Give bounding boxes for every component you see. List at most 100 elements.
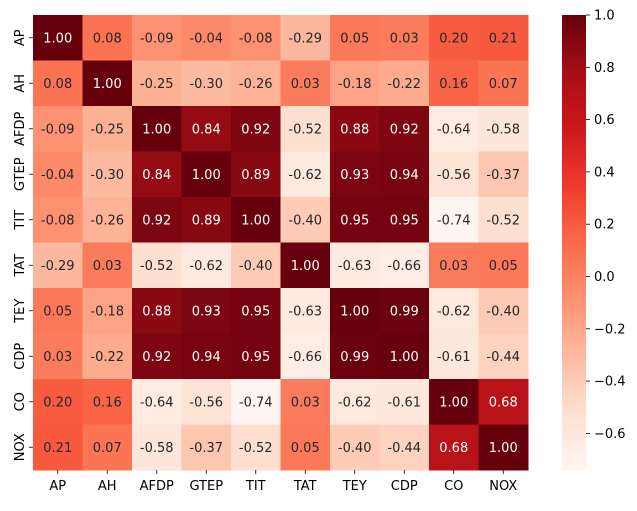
cell-value-label: -0.22 <box>387 77 421 92</box>
cell-value-label: 0.95 <box>340 213 369 228</box>
heatmap-cell-co-tey <box>330 379 380 425</box>
heatmap-cell-co-tat <box>280 379 331 425</box>
cell-value-label: 0.94 <box>192 350 221 365</box>
cell-value-label: 1.00 <box>439 395 468 410</box>
y-tick-label-ap: AP <box>13 29 28 46</box>
cell-value-label: -0.52 <box>239 441 273 456</box>
cell-value-label: 0.84 <box>142 168 171 183</box>
x-tick-label-ah: AH <box>98 479 117 494</box>
x-axis: AP AH AFDP GTEP TIT TAT TEY CDP CO NOX <box>49 470 517 494</box>
heatmap-cell-afdp-afdp <box>132 106 182 152</box>
x-tick-label-co: CO <box>444 479 463 494</box>
heatmap-cell-nox-ap <box>33 424 83 471</box>
cell-value-label: -0.52 <box>288 122 322 137</box>
heatmap-cell-tat-gtep <box>181 242 232 289</box>
cell-value-label: -0.58 <box>140 441 174 456</box>
cell-value-label: 1.00 <box>192 168 221 183</box>
heatmap-cell-afdp-tey <box>330 106 380 152</box>
cell-value-label: -0.52 <box>140 259 174 274</box>
heatmap-cell-afdp-co <box>429 106 479 152</box>
colorbar-tick-label: −0.6 <box>594 427 626 442</box>
cell-value-label: 0.93 <box>192 304 221 319</box>
colorbar-tick-label: 0.8 <box>594 61 615 76</box>
heatmap-cell-tit-afdp <box>132 197 182 243</box>
cell-value-label: -0.64 <box>437 122 471 137</box>
heatmap-cell-afdp-ap <box>33 106 83 152</box>
cell-value-label: 0.03 <box>439 259 468 274</box>
cell-value-label: 0.08 <box>93 31 122 46</box>
y-tick-label-ah: AH <box>13 74 28 93</box>
heatmap-cell-tat-cdp <box>379 242 430 289</box>
cell-value-label: 0.89 <box>241 168 270 183</box>
heatmap-cell-ah-afdp <box>132 60 182 107</box>
cell-value-label: -0.63 <box>288 304 322 319</box>
heatmap-cell-tey-tit <box>231 288 281 334</box>
heatmap-cell-tat-tat <box>280 242 331 289</box>
heatmap-cell-gtep-gtep <box>181 151 232 198</box>
cell-value-label: -0.26 <box>239 77 273 92</box>
cell-value-label: 0.05 <box>340 31 369 46</box>
heatmap-cell-nox-gtep <box>181 424 232 471</box>
heatmap-cell-tat-tey <box>330 242 380 289</box>
heatmap-cell-tit-cdp <box>379 197 430 243</box>
cell-value-label: -0.62 <box>288 168 322 183</box>
cell-value-label: 1.00 <box>489 441 518 456</box>
y-tick-label-cdp: CDP <box>13 343 28 370</box>
cell-value-label: -0.74 <box>239 395 273 410</box>
heatmap-cell-nox-tey <box>330 424 380 471</box>
y-tick-label-tey: TEY <box>13 299 28 324</box>
colorbar-tick-label: 1.0 <box>594 9 615 24</box>
heatmap-cell-co-cdp <box>379 379 430 425</box>
cell-value-label: 0.05 <box>489 259 518 274</box>
cell-value-label: 1.00 <box>291 259 320 274</box>
cell-value-label: 0.95 <box>390 213 419 228</box>
x-tick-label-afdp: AFDP <box>140 479 174 494</box>
cell-value-label: 0.99 <box>390 304 419 319</box>
cell-value-label: 0.20 <box>439 31 468 46</box>
cell-value-label: -0.09 <box>41 122 75 137</box>
heatmap-cell-afdp-cdp <box>379 106 430 152</box>
heatmap-cell-ap-tey <box>330 15 380 61</box>
heatmap-annotations: 1.00 0.08 -0.09 -0.04 -0.08 -0.29 0.05 0.03 0.20… <box>41 31 520 456</box>
cell-value-label: -0.58 <box>486 122 520 137</box>
heatmap-cell-afdp-tit <box>231 106 281 152</box>
cell-value-label: -0.29 <box>288 31 322 46</box>
heatmap-cell-gtep-tey <box>330 151 380 198</box>
heatmap-cell-tey-tat <box>280 288 331 334</box>
heatmap-cell-gtep-ah <box>82 151 133 198</box>
heatmap-cell-ah-co <box>429 60 479 107</box>
heatmap-cell-tey-gtep <box>181 288 232 334</box>
colorbar-tick-label: −0.4 <box>594 375 626 390</box>
heatmap-cell-cdp-tat <box>280 333 331 380</box>
heatmap-cell-ah-cdp <box>379 60 430 107</box>
cell-value-label: -0.29 <box>41 259 75 274</box>
heatmap-cell-gtep-nox <box>478 151 529 198</box>
cell-value-label: -0.04 <box>41 168 75 183</box>
heatmap-cell-ap-gtep <box>181 15 232 61</box>
cell-value-label: 1.00 <box>142 122 171 137</box>
heatmap-cell-ah-ap <box>33 60 83 107</box>
heatmap-cell-cdp-ah <box>82 333 133 380</box>
cell-value-label: 1.00 <box>390 350 419 365</box>
cell-value-label: 1.00 <box>241 213 270 228</box>
cell-value-label: 0.68 <box>439 441 468 456</box>
heatmap-cell-ah-tey <box>330 60 380 107</box>
heatmap-cell-cdp-tit <box>231 333 281 380</box>
cell-value-label: -0.37 <box>486 168 520 183</box>
heatmap-cell-ap-cdp <box>379 15 430 61</box>
heatmap-cell-nox-ah <box>82 424 133 471</box>
cell-value-label: 0.03 <box>390 31 419 46</box>
cell-value-label: -0.52 <box>486 213 520 228</box>
heatmap-cell-afdp-nox <box>478 106 529 152</box>
heatmap-cell-nox-afdp <box>132 424 182 471</box>
heatmap-cell-cdp-tey <box>330 333 380 380</box>
cell-value-label: -0.61 <box>387 395 421 410</box>
heatmap-cell-tat-ah <box>82 242 133 289</box>
heatmap-cell-ap-ap <box>33 15 83 61</box>
cell-value-label: 0.95 <box>241 350 270 365</box>
heatmap-cell-co-nox <box>478 379 529 425</box>
heatmap-cell-ah-nox <box>478 60 529 107</box>
cell-value-label: -0.62 <box>338 395 372 410</box>
heatmap-cell-gtep-tat <box>280 151 331 198</box>
colorbar-tick-label: 0.2 <box>594 218 615 233</box>
